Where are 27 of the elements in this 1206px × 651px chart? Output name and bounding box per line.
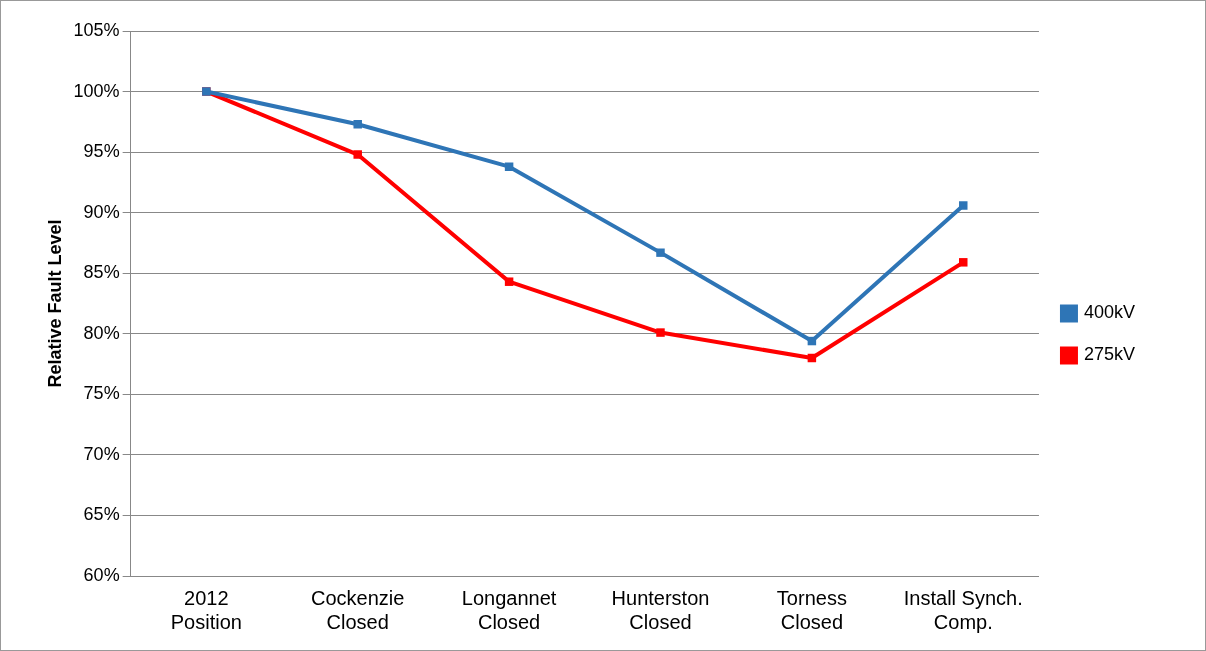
x-tick-label: Hunterston Closed — [611, 586, 710, 633]
point — [353, 150, 362, 159]
point — [353, 120, 362, 129]
y-tick-label: 95% — [83, 141, 120, 162]
legend-label: 275kV — [1083, 344, 1136, 365]
y-axis-title: Relative Fault Level — [44, 219, 65, 388]
point — [656, 248, 665, 257]
x-tick-label: Longannet Closed — [461, 586, 557, 633]
x-tick-label: Install Synch. Comp. — [903, 586, 1023, 633]
x-tick-label: Torness Closed — [776, 586, 847, 633]
point — [959, 258, 968, 267]
y-tick-label: 75% — [83, 383, 120, 404]
y-tick-label: 85% — [83, 262, 120, 283]
y-tick-label: 105% — [73, 19, 120, 40]
x-tick-label: 2012 Position — [170, 586, 242, 633]
point — [504, 162, 514, 171]
point — [504, 277, 514, 286]
y-tick-label: 70% — [83, 443, 120, 464]
y-tick-label: 65% — [83, 504, 120, 525]
legend-label: 400kV — [1083, 302, 1136, 323]
y-tick-label: 60% — [83, 564, 120, 585]
y-tick-label: 90% — [83, 201, 120, 222]
y-tick-label: 80% — [83, 322, 120, 343]
point — [959, 201, 968, 210]
x-tick-label: Cockenzie Closed — [311, 586, 405, 633]
y-tick-label: 100% — [73, 80, 120, 101]
point — [656, 328, 665, 337]
